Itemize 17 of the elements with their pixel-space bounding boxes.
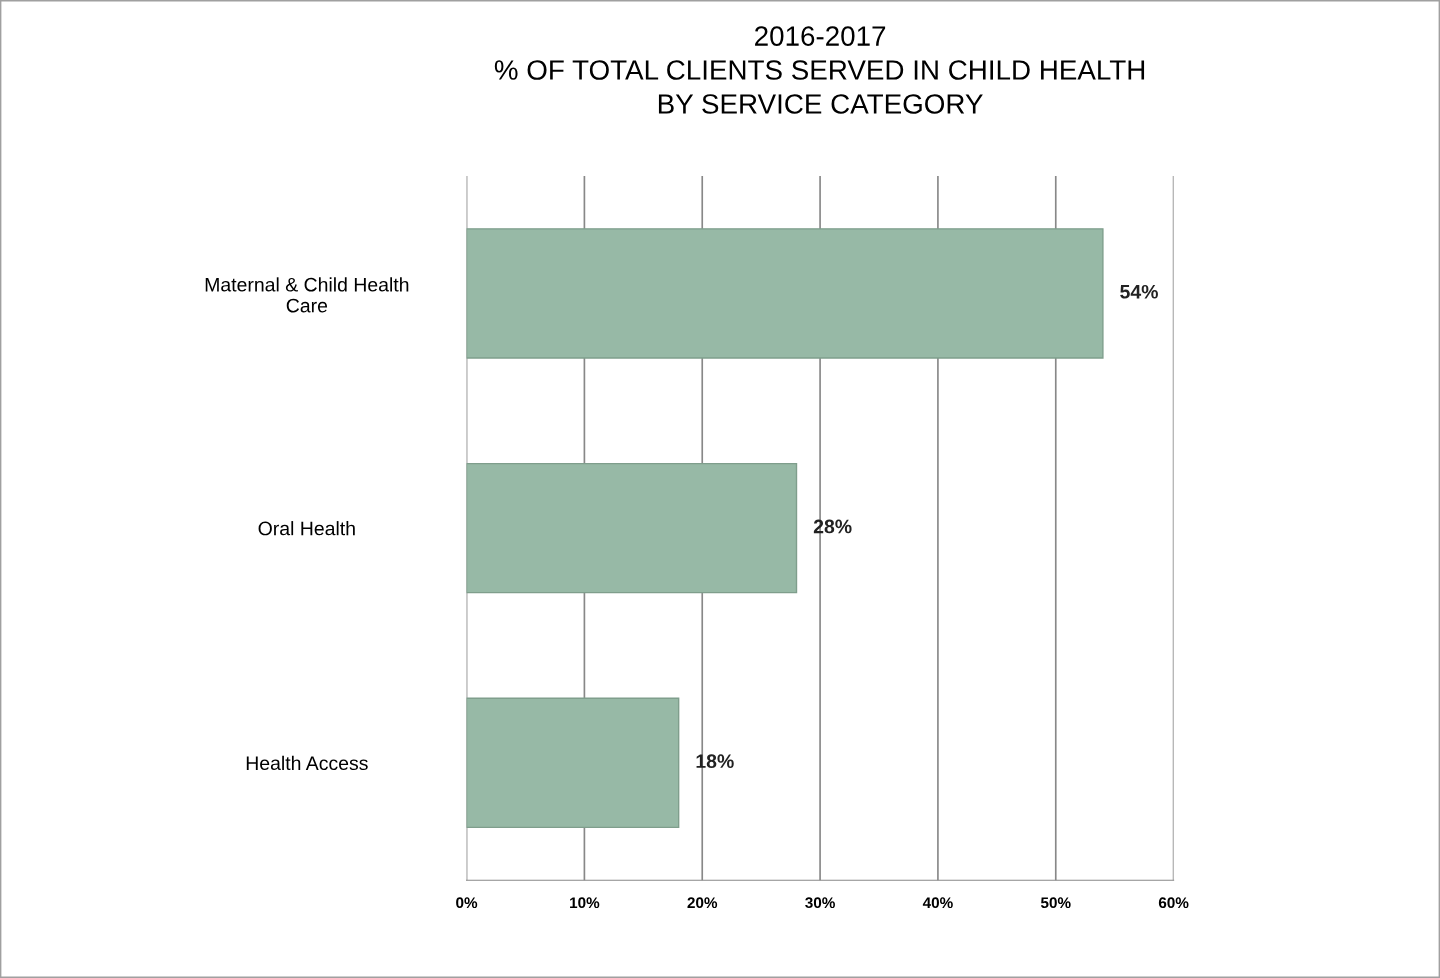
x-tick-label: 40% bbox=[922, 897, 953, 909]
y-tick-label: Oral Health bbox=[258, 521, 355, 536]
x-tick-label: 0% bbox=[456, 897, 478, 909]
data-label: 54% bbox=[1120, 284, 1158, 299]
x-tick-label: 20% bbox=[687, 897, 718, 909]
bar bbox=[466, 228, 1104, 359]
chart-title: 2016-2017 % OF TOTAL CLIENTS SERVED IN CHILD HEALTH BY SERVICE CATEGORY bbox=[494, 26, 1145, 114]
x-tick-label: 10% bbox=[570, 897, 600, 909]
data-label: 18% bbox=[696, 754, 734, 769]
x-tick-label: 50% bbox=[1040, 897, 1071, 909]
x-tick-label: 30% bbox=[805, 897, 835, 909]
bar bbox=[466, 697, 680, 829]
data-label: 28% bbox=[813, 519, 852, 534]
bar bbox=[466, 462, 798, 594]
y-tick-label: Health Access bbox=[246, 755, 368, 771]
y-tick-label: Maternal & Child Health Care bbox=[205, 277, 409, 313]
x-tick-label: 60% bbox=[1158, 897, 1189, 909]
